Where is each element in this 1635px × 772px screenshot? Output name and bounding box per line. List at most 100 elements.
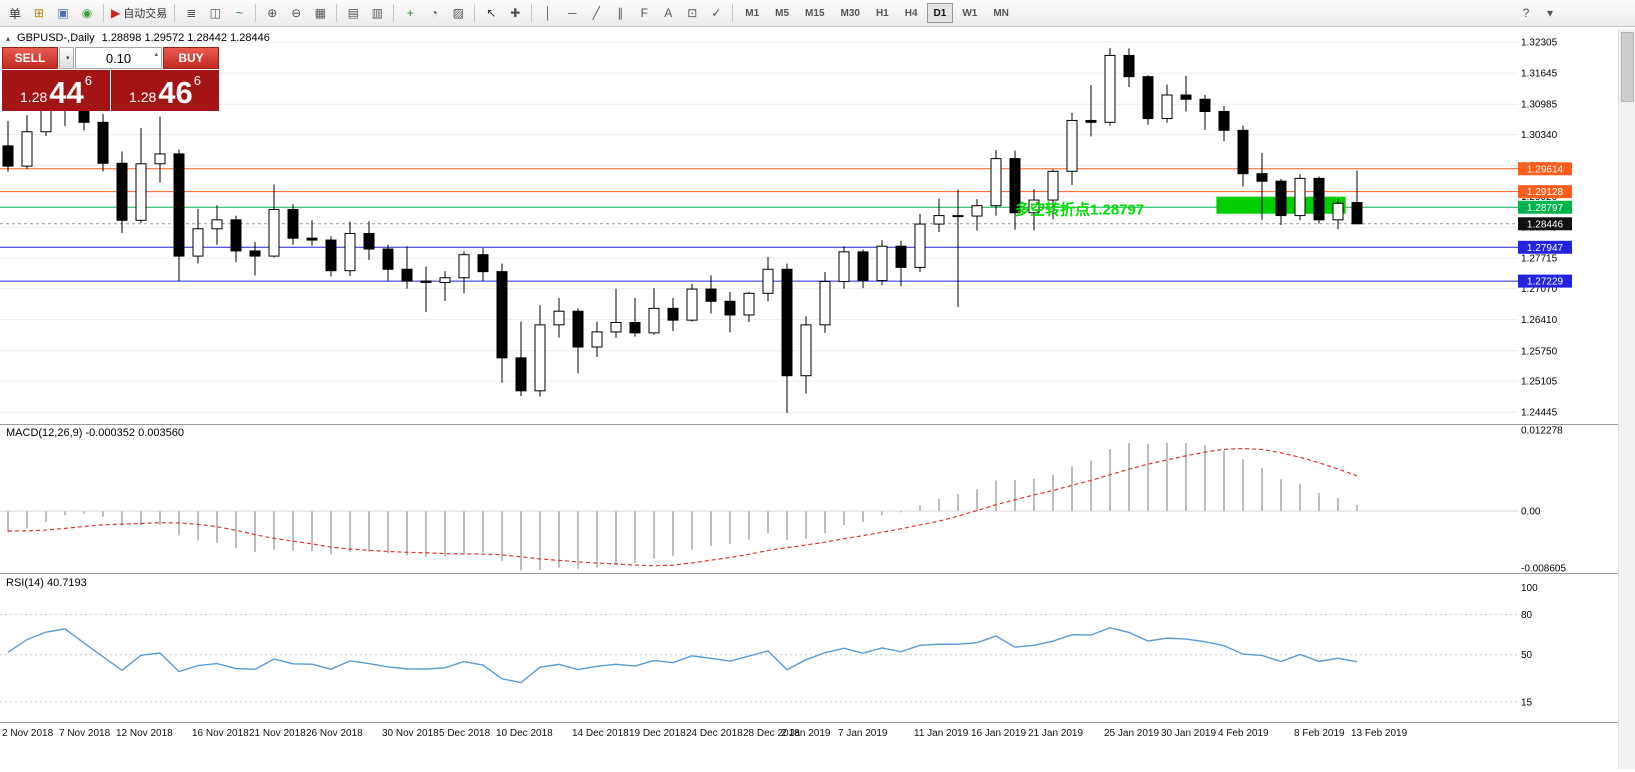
vertical-scrollbar[interactable] xyxy=(1618,29,1635,769)
candle-body xyxy=(382,248,394,270)
candle-body xyxy=(268,208,280,257)
toolbar-group: ▤ ▥ xyxy=(341,0,389,26)
volume-increase-icon[interactable]: ▴ xyxy=(154,51,158,58)
one-click-toggle-icon[interactable]: ▴ xyxy=(6,33,11,43)
bar-chart-button[interactable]: ≣ xyxy=(179,2,203,24)
grid-button[interactable]: ▦ xyxy=(308,2,332,24)
grid-icon: ▦ xyxy=(314,6,326,20)
macd-histogram-bar xyxy=(330,511,332,555)
candle-body xyxy=(496,271,508,359)
timeframe-W1[interactable]: W1 xyxy=(955,3,984,23)
date-axis-label: 30 Nov 2018 xyxy=(382,728,439,739)
tile-windows-button[interactable]: ▤ xyxy=(341,2,365,24)
macd-histogram-bar xyxy=(102,511,104,517)
price-axis-label: 1.31645 xyxy=(1521,69,1558,80)
candle-body xyxy=(306,237,318,241)
templates-button[interactable]: ▨ xyxy=(446,2,470,24)
horizontal-line-button[interactable]: ─ xyxy=(560,2,584,24)
candle-body xyxy=(249,250,261,257)
fibonacci-button[interactable]: F xyxy=(632,2,656,24)
panel-toggle-button[interactable]: ▾ xyxy=(1538,2,1562,24)
new-order-button[interactable]: 单 xyxy=(3,2,27,24)
sell-button[interactable]: SELL xyxy=(2,47,58,69)
macd-histogram-bar xyxy=(121,511,123,526)
arrow-tools-button[interactable]: ✓ xyxy=(704,2,728,24)
macd-histogram-bar xyxy=(1052,474,1054,512)
cursor-button[interactable]: ↖ xyxy=(479,2,503,24)
navigator-button[interactable]: ◉ xyxy=(75,2,99,24)
candlestick-chart-icon: ◫ xyxy=(209,6,221,20)
macd-histogram-bar xyxy=(45,511,47,522)
macd-histogram-bar xyxy=(710,511,712,546)
candle-body xyxy=(401,268,413,282)
help-button[interactable]: ? xyxy=(1514,2,1538,24)
shapes-button[interactable]: ⊡ xyxy=(680,2,704,24)
add-indicator-button[interactable]: + xyxy=(398,2,422,24)
rsi-label: RSI(14) 40.7193 xyxy=(6,577,87,589)
candle-body xyxy=(344,232,356,272)
horizontal-line-icon: ─ xyxy=(567,6,577,20)
trendline-button[interactable]: ╱ xyxy=(584,2,608,24)
timeframe-M1[interactable]: M1 xyxy=(738,3,766,23)
candle-body xyxy=(781,268,793,377)
volume-dropdown-button[interactable]: ▾ xyxy=(59,47,74,69)
price-axis-label: 1.27715 xyxy=(1521,254,1558,265)
periods-button[interactable]: ◔ xyxy=(422,2,446,24)
timeframe-D1[interactable]: D1 xyxy=(926,3,954,23)
date-axis-label: 16 Jan 2019 xyxy=(971,728,1026,739)
volume-field[interactable]: 0.10 ▴ xyxy=(75,47,162,69)
macd-histogram-bar xyxy=(64,511,66,516)
timeframe-H4[interactable]: H4 xyxy=(898,3,925,23)
price-tag xyxy=(1518,274,1572,288)
price-tag xyxy=(1518,185,1572,199)
candle-body xyxy=(1332,202,1344,221)
candle-body xyxy=(21,131,33,167)
candle-body xyxy=(1351,201,1363,225)
auto-arrange-button[interactable]: ▥ xyxy=(365,2,389,24)
macd-histogram-bar xyxy=(349,511,351,553)
candle-body xyxy=(287,208,299,239)
date-axis-label: 28 Dec 2018 xyxy=(743,728,800,739)
timeframe-M30[interactable]: M30 xyxy=(834,3,867,23)
symbol-header: ▴ GBPUSD-,Daily 1.28898 1.29572 1.28442 … xyxy=(6,32,270,44)
zoom-in-button[interactable]: ⊕ xyxy=(260,2,284,24)
timeframe-MN[interactable]: MN xyxy=(986,3,1016,23)
macd-axis-label: -0.008605 xyxy=(1521,564,1566,575)
scrollbar-thumb[interactable] xyxy=(1621,32,1634,102)
market-watch-button[interactable]: ▣ xyxy=(51,2,75,24)
price-axis-label: 1.30985 xyxy=(1521,100,1558,111)
candle-body xyxy=(819,281,831,326)
timeframe-M15[interactable]: M15 xyxy=(798,3,831,23)
candle-body xyxy=(1009,158,1021,214)
buy-button[interactable]: BUY xyxy=(163,47,219,69)
macd-histogram-bar xyxy=(1014,480,1016,512)
chart-window-button[interactable]: ⊞ xyxy=(27,2,51,24)
candle-body xyxy=(97,121,109,164)
date-axis-label: 7 Nov 2018 xyxy=(59,728,111,739)
macd-histogram-bar xyxy=(767,511,769,534)
sell-price-pip: 6 xyxy=(84,73,92,88)
candle-body xyxy=(1123,54,1135,78)
text-label-button[interactable]: A xyxy=(656,2,680,24)
line-chart-button[interactable]: ~ xyxy=(227,2,251,24)
vertical-line-button[interactable]: │ xyxy=(536,2,560,24)
candlestick-chart-button[interactable]: ◫ xyxy=(203,2,227,24)
buy-price-display[interactable]: 1.28 46 6 xyxy=(111,70,219,111)
annotation-text[interactable]: 多空转折点1.28797 xyxy=(1015,201,1144,219)
timeframe-M5[interactable]: M5 xyxy=(768,3,796,23)
macd-histogram-bar xyxy=(520,511,522,571)
candle-body xyxy=(1104,54,1116,123)
price-tag-label: 1.28797 xyxy=(1527,203,1564,214)
crosshair-button[interactable]: ✚ xyxy=(503,2,527,24)
price-chart-canvas[interactable]: 1.323051.316451.309851.303401.296801.290… xyxy=(0,27,1635,772)
macd-histogram-bar xyxy=(577,511,579,569)
autotrading-button[interactable]: ▶ 自动交易 xyxy=(108,2,170,24)
macd-histogram-bar xyxy=(672,511,674,556)
sell-price-display[interactable]: 1.28 44 6 xyxy=(2,70,110,111)
macd-histogram-bar xyxy=(197,511,199,541)
templates-icon: ▨ xyxy=(452,6,464,20)
zoom-out-button[interactable]: ⊖ xyxy=(284,2,308,24)
equidistant-channel-button[interactable]: ∥ xyxy=(608,2,632,24)
timeframe-H1[interactable]: H1 xyxy=(869,3,896,23)
toolbar: 单 ⊞ ▣ ◉ ▶ 自动交易 ≣ ◫ ~ ⊕ ⊖ ▦ ▤ ▥ + ◔ ▨ ↖ ✚ │ ─ ╱ ∥ F A ⊡ ✓ M1 M5 M15 M30… xyxy=(0,0,1635,27)
